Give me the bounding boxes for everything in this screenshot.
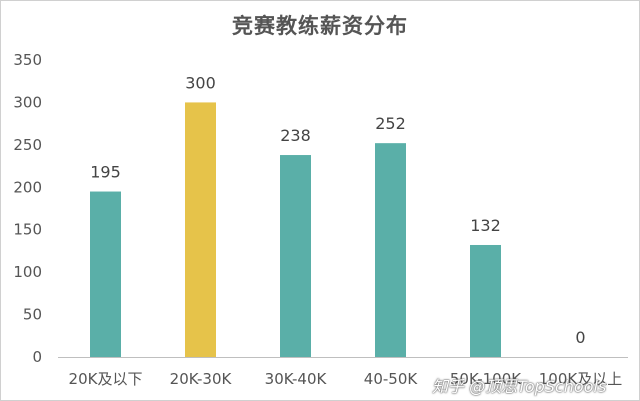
bar-0: [90, 191, 121, 357]
data-label-1: 300: [185, 73, 216, 92]
watermark: 知乎 @顶思TopSchools: [432, 377, 607, 396]
chart-title: 竞赛教练薪资分布: [232, 14, 408, 38]
bar-2: [280, 155, 311, 357]
y-tick-label: 0: [32, 348, 42, 366]
data-label-4: 132: [470, 216, 501, 235]
bars: [90, 102, 501, 357]
x-tick-label-2: 30K-40K: [265, 370, 328, 388]
x-tick-label-4: 50K-100K: [450, 370, 522, 388]
data-label-3: 252: [375, 114, 406, 133]
x-tick-label-3: 40-50K: [364, 370, 419, 388]
y-axis: 0 50 100 150 200 250 300 350: [13, 51, 42, 366]
y-tick-label: 350: [13, 51, 42, 69]
x-tick-label-1: 20K-30K: [170, 370, 233, 388]
y-tick-label: 300: [13, 93, 42, 111]
x-axis-labels: 20K及以下 20K-30K 30K-40K 40-50K 50K-100K 100K及以…: [69, 370, 623, 388]
data-label-0: 195: [90, 163, 121, 182]
bar-4: [470, 244, 501, 357]
data-labels: 195 300 238 252 132 0: [90, 73, 585, 347]
bar-1: [185, 102, 216, 357]
y-tick-label: 150: [13, 221, 42, 239]
x-tick-label-0: 20K及以下: [69, 370, 143, 388]
bar-3: [375, 143, 406, 357]
y-tick-label: 250: [13, 136, 42, 154]
data-label-5: 0: [575, 328, 585, 347]
x-tick-label-5: 100K及以上: [539, 370, 622, 388]
data-label-2: 238: [280, 126, 311, 145]
y-tick-label: 100: [13, 263, 42, 281]
y-tick-label: 200: [13, 178, 42, 196]
y-tick-label: 50: [23, 306, 42, 324]
